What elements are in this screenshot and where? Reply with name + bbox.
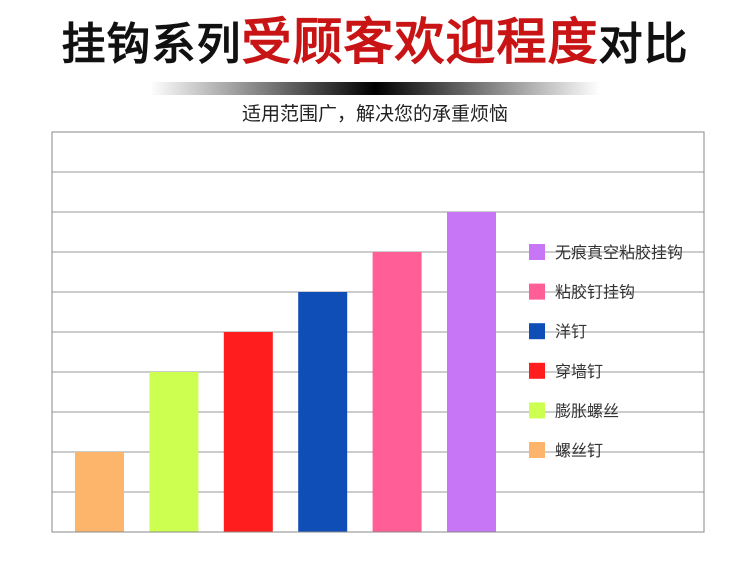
title-part-3: 对比 <box>598 19 689 70</box>
title-divider <box>150 82 600 95</box>
legend-label-2: 粘胶钉挂钩 <box>555 283 635 302</box>
bar-6 <box>447 212 496 532</box>
legend-label-1: 无痕真空粘胶挂钩 <box>555 243 683 262</box>
bar-3 <box>223 332 273 532</box>
chart-subtitle: 适用范围广，解决您的承重烦恼 <box>241 103 508 125</box>
legend-label-6: 螺丝钉 <box>555 441 603 460</box>
bars <box>75 212 496 532</box>
plot-frame <box>51 131 705 533</box>
legend-swatch-3 <box>529 323 545 340</box>
bar-2 <box>149 372 199 532</box>
title-part-1: 挂钩系列 <box>61 19 242 70</box>
chart-title: 挂钩系列受顾客欢迎程度对比 <box>0 12 750 75</box>
legend-label-3: 洋钉 <box>555 322 587 341</box>
legend-label-5: 膨胀螺丝 <box>555 401 619 420</box>
bar-5 <box>372 252 422 532</box>
bar-4 <box>298 292 348 532</box>
legend-swatch-4 <box>529 362 545 379</box>
legend-label-4: 穿墙钉 <box>555 362 603 381</box>
bar-1 <box>75 452 124 532</box>
legend-swatch-5 <box>529 402 545 419</box>
legend-swatch-2 <box>529 283 545 300</box>
legend-swatch-6 <box>529 442 545 458</box>
legend-swatch-1 <box>529 244 545 260</box>
title-part-2: 受顾客欢迎程度 <box>241 13 599 71</box>
